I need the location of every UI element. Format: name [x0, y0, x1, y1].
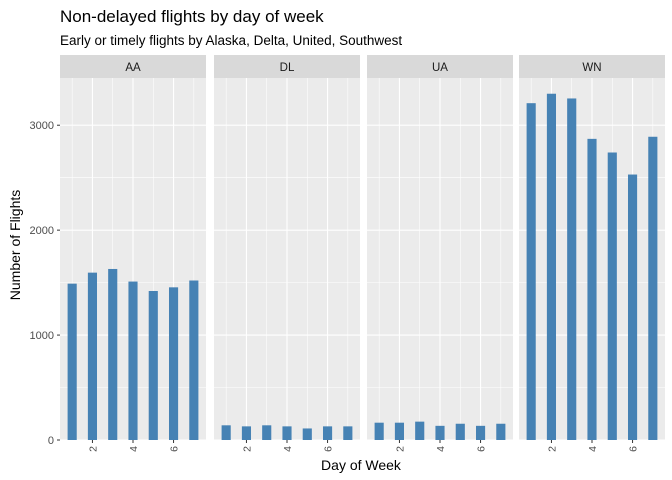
facet-strip — [60, 55, 206, 78]
x-tick-label: 6 — [323, 446, 335, 452]
x-tick-label: 2 — [546, 446, 558, 452]
bar — [475, 425, 486, 440]
x-tick-label: 2 — [87, 446, 99, 452]
facet-dl: DL 2 4 6 — [214, 55, 360, 452]
y-axis-title: Number of Flights — [7, 190, 23, 300]
bar — [374, 422, 384, 440]
facet-strip-label: UA — [432, 62, 448, 74]
y-tick-label: 0 — [48, 435, 54, 447]
y-axis: 0 1000 2000 3000 — [30, 120, 60, 447]
x-tick-label: 6 — [476, 446, 488, 452]
facet-aa: AA 2 4 6 — [60, 55, 206, 452]
bar — [221, 425, 231, 440]
x-tick-label: 6 — [169, 446, 181, 452]
x-tick-label: 4 — [128, 446, 140, 452]
bar — [128, 281, 138, 440]
bar — [343, 426, 353, 440]
x-tick-label: 4 — [282, 446, 294, 452]
bar — [627, 174, 638, 441]
bar — [394, 422, 405, 440]
bar — [148, 291, 158, 440]
facet-panels: AA 2 4 6 DL 2 4 6 UA 2 4 6 WN 2 4 6 — [60, 55, 665, 452]
facet-ua: UA 2 4 6 — [367, 55, 513, 452]
y-tick-label: 1000 — [30, 330, 54, 342]
bar — [546, 93, 557, 440]
bar — [168, 287, 179, 440]
bar — [87, 272, 98, 440]
bar — [567, 98, 577, 440]
facet-strip-label: AA — [125, 62, 141, 74]
facet-wn: WN 2 4 6 — [519, 55, 665, 452]
facet-strip — [519, 55, 665, 78]
bar — [67, 283, 77, 440]
bar — [189, 280, 199, 440]
bar — [108, 268, 118, 440]
x-axis-title: Day of Week — [321, 457, 402, 473]
bar — [241, 426, 252, 440]
y-tick-label: 3000 — [30, 120, 54, 132]
facet-strip-label: WN — [582, 62, 601, 74]
x-tick-label: 4 — [587, 446, 599, 452]
bar — [455, 423, 465, 440]
bar — [282, 426, 292, 440]
bar — [587, 138, 597, 440]
bar — [415, 421, 425, 440]
bar — [322, 426, 333, 440]
x-tick-label: 4 — [435, 446, 447, 452]
facet-strip — [214, 55, 360, 78]
chart-title: Non-delayed flights by day of week — [60, 7, 324, 26]
bar — [302, 428, 312, 440]
bar — [262, 425, 272, 440]
bar — [435, 425, 445, 440]
bar — [607, 152, 617, 441]
facet-strip — [367, 55, 513, 78]
bar — [526, 103, 536, 440]
facet-strip-label: DL — [280, 62, 295, 74]
chart-subtitle: Early or timely flights by Alaska, Delta… — [60, 33, 402, 48]
y-tick-label: 2000 — [30, 225, 54, 237]
bar — [648, 136, 658, 441]
x-tick-label: 2 — [394, 446, 406, 452]
x-tick-label: 2 — [241, 446, 253, 452]
bar — [496, 423, 506, 440]
x-tick-label: 6 — [628, 446, 640, 452]
